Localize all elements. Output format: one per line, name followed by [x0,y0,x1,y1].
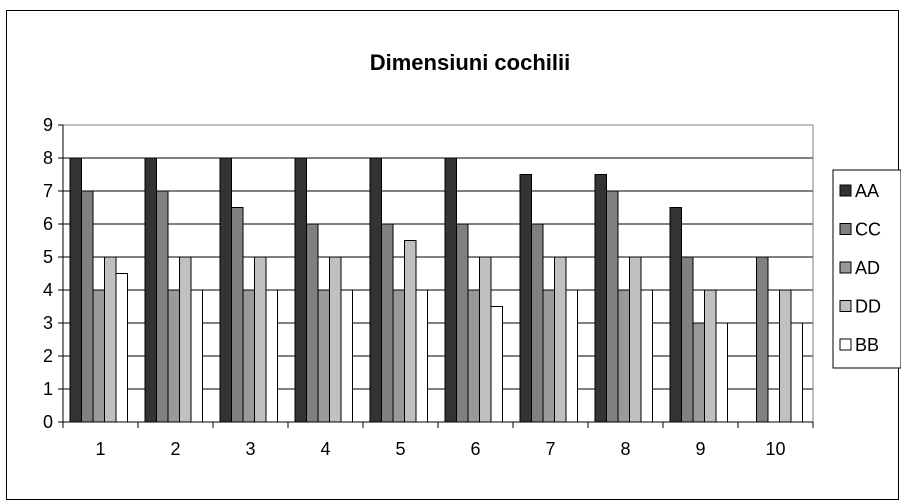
x-tick-label: 1 [95,439,105,459]
bar-aa-3 [219,157,232,423]
bar-aa-1 [69,157,82,423]
bar-dd-8 [629,256,642,423]
x-tick-label: 8 [620,439,630,459]
y-tick-label: 1 [43,379,53,399]
x-tick-label: 9 [695,439,705,459]
bar-ad-5 [392,289,405,423]
bar-aa-2 [144,157,157,423]
y-tick-label: 9 [43,115,53,135]
bar-dd-1 [104,256,117,423]
bar-dd-4 [329,256,342,423]
y-tick-label: 2 [43,346,53,366]
bar-cc-5 [381,223,394,423]
y-tick-label: 7 [43,181,53,201]
y-tick-label: 8 [43,148,53,168]
bar-dd-9 [704,289,717,423]
bar-dd-10 [779,289,792,423]
bar-ad-7 [542,289,555,423]
bar-bb-6 [490,306,503,423]
bar-dd-5 [404,240,417,423]
x-tick-label: 5 [395,439,405,459]
bar-cc-10 [756,256,769,423]
bar-bb-2 [190,289,203,423]
bar-aa-5 [369,157,382,423]
x-tick-label: 2 [170,439,180,459]
legend-swatch-cc [839,223,852,235]
bar-aa-8 [594,174,607,423]
axes: 0 1 2 3 4 5 6 7 8 9 1 2 3 4 5 6 7 8 9 10 [43,115,814,459]
bar-aa-6 [444,157,457,423]
bar-bb-3 [265,289,278,423]
bar-cc-6 [456,223,469,423]
bar-bb-4 [340,289,353,423]
bar-cc-9 [681,256,694,423]
legend-label-ad: AD [855,258,880,278]
x-tick-label: 3 [245,439,255,459]
bar-aa-9 [669,207,682,423]
y-tick-label: 5 [43,247,53,267]
bar-ad-2 [167,289,180,423]
bar-ad-1 [92,289,105,423]
bar-bb-5 [415,289,428,423]
bar-cc-3 [231,207,244,423]
legend-label-bb: BB [855,335,879,355]
bar-cc-4 [306,223,319,423]
legend-swatch-dd [839,300,852,312]
y-tick-label: 6 [43,214,53,234]
bar-ad-4 [317,289,330,423]
chart-title: Dimensiuni cochilii [370,50,570,75]
bar-cc-2 [156,190,169,423]
bar-cc-8 [606,190,619,423]
y-tick-label: 4 [43,280,53,300]
legend-label-cc: CC [855,220,881,240]
legend-label-aa: AA [855,181,879,201]
y-tick-label: 0 [43,412,53,432]
legend-box [832,169,901,369]
bar-ad-9 [692,322,705,423]
bar-aa-4 [294,157,307,423]
x-tick-label: 10 [765,439,785,459]
bar-ad-6 [467,289,480,423]
bar-dd-7 [554,256,567,423]
bar-ad-3 [242,289,255,423]
bar-bb-7 [565,289,578,423]
bar-dd-6 [479,256,492,423]
bar-cc-7 [531,223,544,423]
bar-bb-8 [640,289,653,423]
y-tick-label: 3 [43,313,53,333]
bar-bb-1 [115,273,128,423]
x-tick-label: 7 [545,439,555,459]
bar-cc-1 [81,190,94,423]
legend-swatch-ad [839,261,852,274]
x-tick-label: 4 [320,439,330,459]
legend-swatch-bb [839,338,852,351]
bar-ad-8 [617,289,630,423]
bar-aa-7 [519,174,532,423]
x-tick-label: 6 [470,439,480,459]
legend: AA CC AD DD BB [832,169,901,369]
bar-dd-2 [179,256,192,423]
legend-swatch-aa [839,184,852,197]
bar-bb-10 [790,322,803,423]
legend-label-dd: DD [855,297,881,317]
bar-bb-9 [715,322,728,423]
bar-dd-3 [254,256,267,423]
